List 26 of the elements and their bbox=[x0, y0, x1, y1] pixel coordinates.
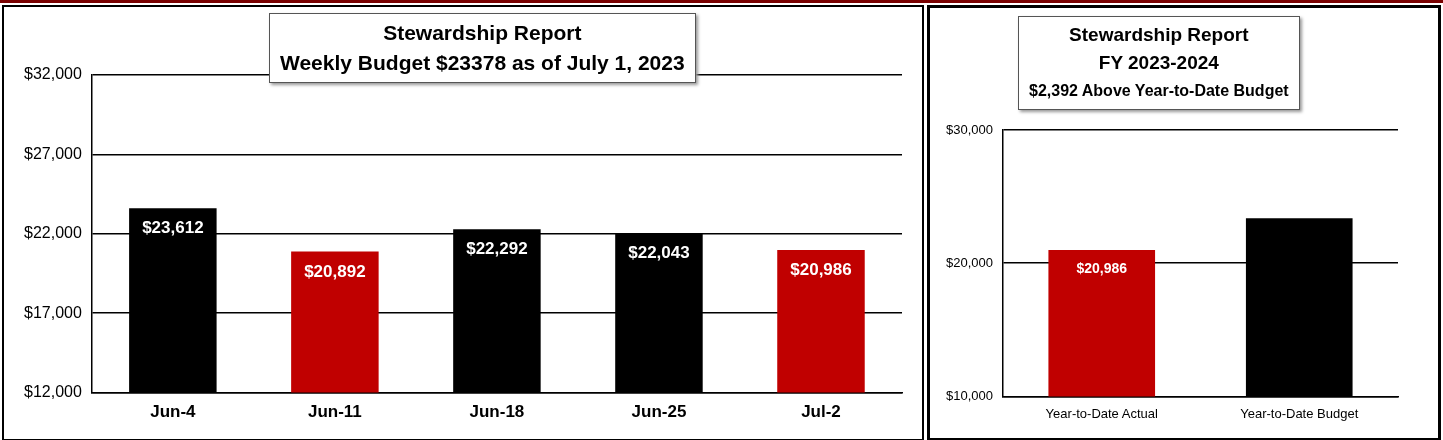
y-tick-label: $17,000 bbox=[23, 303, 82, 321]
data-label: $20,986 bbox=[1076, 259, 1128, 276]
y-tick-label: $32,000 bbox=[23, 65, 82, 83]
x-tick-label: Year-to-Date Budget bbox=[1240, 405, 1359, 421]
x-tick-label: Jun-11 bbox=[307, 402, 362, 422]
y-tick-label: $30,000 bbox=[945, 121, 993, 137]
data-label: $20,892 bbox=[304, 261, 366, 281]
x-tick-label: Year-to-Date Actual bbox=[1045, 405, 1158, 421]
chart-subtitle: FY 2023-2024 bbox=[1097, 51, 1220, 75]
data-label: $22,043 bbox=[628, 243, 690, 263]
data-label: $22,292 bbox=[466, 239, 528, 259]
data-label: $20,986 bbox=[790, 260, 852, 280]
y-tick-label: $27,000 bbox=[23, 144, 82, 162]
text: $2,392 Above Year-to-Date Budget bbox=[1029, 81, 1289, 101]
chart-subtitle: Weekly Budget $23378 as of July 1, 2023 bbox=[280, 50, 685, 76]
x-tick-label: Jun-18 bbox=[469, 402, 525, 422]
chart-title: Stewardship Report bbox=[1068, 23, 1250, 47]
y-tick-label: $12,000 bbox=[23, 383, 82, 401]
data-label: $23,612 bbox=[142, 218, 204, 238]
x-tick-label: Jul-2 bbox=[801, 402, 841, 422]
chart-title: Stewardship Report bbox=[382, 20, 583, 46]
x-tick-label: Jun-4 bbox=[150, 402, 197, 422]
y-tick-label: $22,000 bbox=[23, 224, 82, 242]
x-tick-label: Jun-25 bbox=[631, 402, 687, 422]
y-tick-label: $10,000 bbox=[945, 387, 993, 403]
y-tick-label: $20,000 bbox=[945, 254, 993, 270]
